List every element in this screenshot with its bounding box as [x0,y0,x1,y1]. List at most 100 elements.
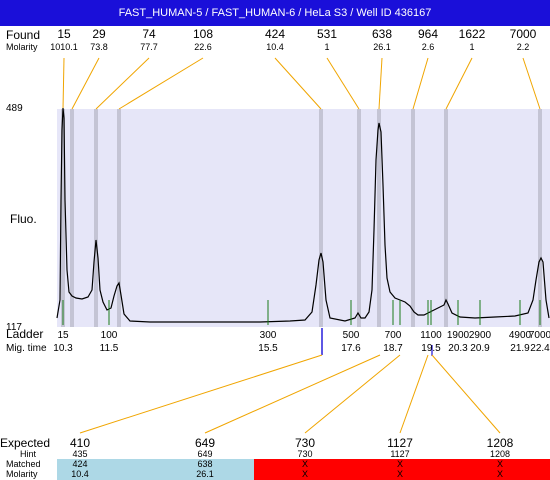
matched-value: X [496,459,504,469]
ladder-time: 15.5 [258,343,278,354]
peak-band [70,109,74,327]
peak-connector [412,57,429,110]
expected-label: Expected [0,436,51,450]
found-molarity: 1 [324,42,330,52]
peak-band [94,109,98,327]
ladder-size: 2900 [468,330,492,341]
expected-connector [204,354,381,434]
window-title: FAST_HUMAN-5 / FAST_HUMAN-6 / HeLa S3 / … [0,0,550,26]
matched-band [57,459,254,480]
peak-band [377,109,381,327]
y-axis-label: Fluo. [10,212,37,226]
found-size: 424 [264,27,286,41]
found-size: 638 [371,27,393,41]
y-max-label: 489 [6,103,23,114]
expected-connector [304,354,401,434]
hint-value: 649 [197,449,213,459]
expected-connector [79,354,323,434]
molarity-value: 10.4 [71,469,89,479]
hint-value: 730 [297,449,313,459]
found-molarity-label: Molarity [6,42,38,52]
hint-value: 435 [72,449,88,459]
ladder-time: 20.3 [448,343,468,354]
ladder-size: 500 [342,330,360,341]
found-size: 74 [142,27,156,41]
matched-label: Matched [6,459,41,469]
found-molarity: 73.8 [90,42,108,52]
found-molarity: 2.6 [421,42,435,52]
peak-band [538,109,542,327]
expected-value: 730 [294,436,316,450]
peak-connector [326,57,360,110]
found-molarity: 77.7 [140,42,158,52]
ladder-time: 21.9 [510,343,530,354]
ladder-size: 700 [384,330,402,341]
found-size: 7000 [509,27,537,41]
mig-time-label: Mig. time [6,343,47,354]
expected-value: 1208 [486,436,514,450]
found-molarity: 22.6 [194,42,212,52]
ladder-size: 100 [100,330,118,341]
ladder-size: 1100 [420,330,442,341]
peak-connector [118,57,204,110]
ladder-time: 11.5 [99,343,119,354]
molarity-bottom-label: Molarity [6,469,38,479]
found-size: 1622 [458,27,486,41]
ladder-label: Ladder [6,327,44,341]
expected-value: 649 [194,436,216,450]
ladder-time: 17.6 [341,343,361,354]
ladder-time: 22.4 [530,343,550,354]
matched-value: 424 [72,459,88,469]
peak-band [444,109,448,327]
matched-value: X [301,459,309,469]
ladder-size: 1900 [446,330,470,341]
found-size: 29 [92,27,106,41]
found-size: 108 [192,27,214,41]
found-molarity: 2.2 [516,42,530,52]
hint-label: Hint [20,449,37,459]
peak-connector [445,57,473,110]
peak-connector [71,57,100,110]
expected-value: 1127 [387,436,413,450]
ladder-time: 19.5 [421,343,441,354]
found-label: Found [6,28,41,42]
expected-value: 410 [69,436,91,450]
matched-value: 638 [197,459,213,469]
ladder-time: 10.3 [53,343,73,354]
ladder-size: 300 [259,330,277,341]
ladder-size: 15 [57,330,69,341]
unmatched-band [254,459,550,480]
molarity-value: X [496,469,504,479]
matched-value: X [396,459,404,469]
found-molarity: 1010.1 [50,42,78,52]
molarity-value: X [301,469,309,479]
found-molarity: 26.1 [373,42,391,52]
found-molarity: 1 [469,42,475,52]
peak-band [411,109,415,327]
molarity-value: X [396,469,404,479]
molarity-value: 26.1 [196,469,214,479]
peak-connector [274,57,322,110]
peak-band [357,109,361,327]
y-min-label: 117 [6,322,22,333]
found-size: 964 [417,27,439,41]
ladder-time: 18.7 [383,343,403,354]
ladder-time: 20.9 [470,343,490,354]
peak-band [319,109,323,327]
hint-value: 1208 [489,449,511,459]
expected-connector [431,354,501,434]
found-size: 531 [316,27,338,41]
found-molarity: 10.4 [266,42,284,52]
ladder-size: 7000 [528,330,550,341]
peak-band [61,109,65,327]
peak-band [117,109,121,327]
expected-connector [399,354,429,434]
plot-area [57,109,550,327]
found-size: 15 [57,27,71,41]
peak-connector [62,57,65,110]
peak-connector [378,57,383,110]
signal-trace [56,107,550,323]
hint-value: 1127 [390,449,410,459]
ladder-size: 4900 [508,330,532,341]
